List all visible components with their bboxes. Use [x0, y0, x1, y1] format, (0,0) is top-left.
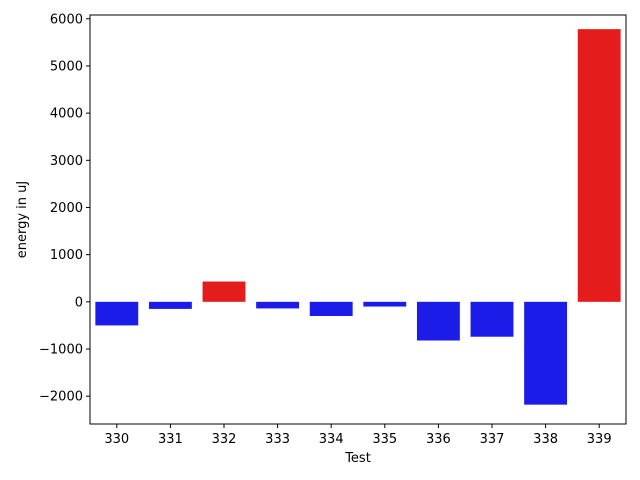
y-tick-label: 3000 [50, 154, 83, 169]
y-tick-label: 4000 [50, 107, 83, 122]
x-tick-label: 339 [587, 432, 612, 447]
y-axis-ticks: −2000 −1000 0 1000 2000 3000 4000 5000 6000 [39, 12, 90, 405]
y-tick-label: −1000 [39, 342, 83, 357]
x-tick-label: 337 [480, 432, 505, 447]
x-tick-label: 330 [104, 432, 129, 447]
y-axis-label: energy in uJ [15, 181, 30, 259]
bar-337 [470, 301, 514, 337]
bar-331 [148, 301, 192, 309]
x-axis-label: Test [344, 451, 371, 466]
bars-group [95, 29, 621, 405]
x-tick-label: 331 [158, 432, 183, 447]
x-tick-label: 332 [212, 432, 237, 447]
x-tick-label: 335 [372, 432, 397, 447]
x-tick-label: 334 [319, 432, 344, 447]
bar-332 [202, 281, 246, 302]
bar-335 [363, 301, 407, 307]
bar-333 [256, 301, 300, 309]
bar-336 [416, 301, 460, 341]
y-tick-label: 2000 [50, 201, 83, 216]
x-tick-label: 336 [426, 432, 451, 447]
y-tick-label: 1000 [50, 248, 83, 263]
y-tick-label: 5000 [50, 59, 83, 74]
y-tick-label: −2000 [39, 390, 83, 405]
plot-frame [89, 14, 627, 425]
x-tick-label: 338 [533, 432, 558, 447]
y-tick-label: 6000 [50, 12, 83, 27]
bar-334 [309, 301, 353, 316]
x-axis-ticks: 330 331 332 333 334 335 336 337 338 339 [104, 424, 612, 447]
x-tick-label: 333 [265, 432, 290, 447]
bar-338 [524, 301, 568, 405]
bar-339 [577, 29, 621, 302]
y-tick-label: 0 [75, 295, 83, 310]
bar-330 [95, 301, 139, 326]
